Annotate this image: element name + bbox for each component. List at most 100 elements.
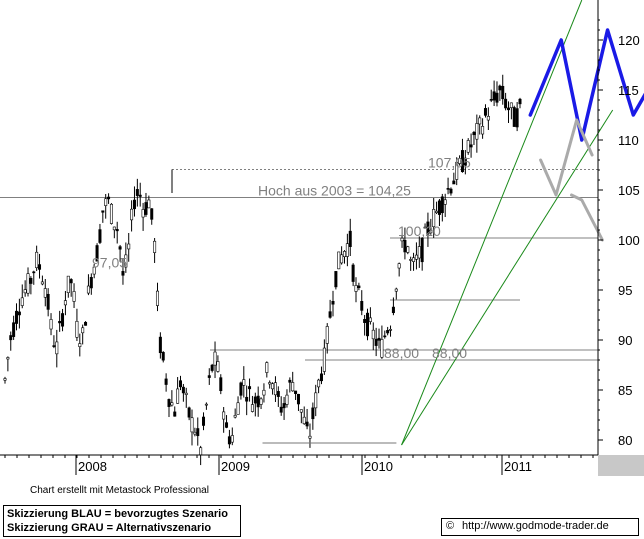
candle-body [161, 352, 165, 361]
candle-body [498, 85, 502, 91]
candle-body [340, 254, 344, 264]
candle-body [397, 263, 401, 269]
candle-body [202, 416, 206, 426]
legend-box: Skizzierung BLAU = bevorzugtes Szenario … [3, 505, 241, 537]
candle-body [518, 98, 522, 105]
candle-body [417, 246, 421, 259]
candle-body [374, 338, 378, 346]
scenario-sketches [528, 28, 644, 242]
candle-body [187, 407, 191, 418]
candle-body [443, 199, 447, 205]
candle-body [354, 285, 358, 292]
candle-body [383, 335, 387, 338]
candle-body [446, 188, 450, 190]
x-tick-label: 2008 [78, 459, 107, 474]
candle-body [86, 285, 90, 294]
candle-body [368, 317, 372, 322]
candle-body [81, 327, 85, 334]
candle-body [357, 285, 361, 289]
axis-corner [598, 455, 644, 476]
candle-body [104, 198, 108, 206]
candle-body [377, 337, 381, 341]
candle-body [259, 398, 263, 405]
candle-body [199, 447, 203, 456]
candle-body [207, 375, 211, 378]
candle-body [55, 341, 59, 355]
candle-body [204, 403, 208, 406]
candle-body [225, 422, 229, 428]
candle-body [466, 140, 470, 153]
candle-body [35, 251, 39, 269]
candle-body [475, 123, 479, 140]
candle-body [92, 266, 96, 275]
candle-body [288, 379, 292, 383]
candle-body [437, 200, 441, 215]
candle-body [12, 322, 16, 337]
candle-body [69, 279, 73, 284]
candle-body [158, 336, 162, 354]
source-url[interactable]: http://www.godmode-trader.de [462, 520, 609, 532]
candle-body [271, 383, 275, 390]
candle-body [63, 300, 67, 306]
candle-body [509, 102, 513, 108]
candle-body [230, 435, 234, 443]
candle-body [486, 116, 490, 121]
candle-body [469, 144, 473, 148]
candle-body [176, 388, 180, 404]
axes: 80 85 90 95 100 105 110 115 120 2008 2009 2010 2011 [0, 0, 644, 476]
candle-body [164, 378, 168, 385]
candle-body [170, 402, 174, 406]
candle-body [472, 131, 476, 136]
candle-body [61, 313, 65, 327]
candle-body [371, 329, 375, 340]
candle-body [426, 221, 430, 235]
candle-body [15, 310, 19, 324]
x-tick-label: 2010 [364, 459, 393, 474]
scenario-line [528, 28, 644, 142]
candle-body [406, 246, 410, 253]
annotation-label: 100,20 [398, 223, 441, 239]
candle-body [294, 390, 298, 394]
candle-body [282, 403, 286, 409]
candle-body [412, 257, 416, 262]
candle-body [253, 396, 257, 404]
candle-body [389, 329, 393, 331]
candle-body [305, 421, 309, 427]
candle-body [265, 362, 269, 373]
candle-body [279, 406, 283, 413]
candle-body [26, 273, 30, 294]
candle-body [32, 271, 36, 274]
candle-body [101, 210, 105, 213]
candle-body [463, 157, 467, 166]
candle-body [366, 312, 370, 337]
candle-body [299, 409, 303, 413]
candle-body [109, 203, 113, 224]
candle-body [147, 199, 151, 209]
candle-body [262, 389, 266, 396]
y-tick-label: 110 [618, 133, 639, 148]
source-link-box[interactable]: © http://www.godmode-trader.de [441, 518, 639, 536]
candle-body [150, 208, 154, 220]
candle-body [179, 380, 183, 388]
candle-body [236, 402, 240, 415]
y-tick-label: 95 [618, 283, 632, 298]
candle-body [296, 393, 300, 405]
candle-body [138, 194, 142, 197]
y-tick-label: 105 [618, 183, 640, 198]
candle-body [167, 399, 171, 407]
candle-body [337, 251, 341, 270]
candle-body [242, 379, 246, 386]
candle-body [322, 347, 326, 372]
candle-body [273, 382, 277, 396]
annotation-label: 107,05 [428, 155, 471, 171]
candle-body [6, 357, 10, 360]
candle-body [492, 91, 496, 101]
candle-body [276, 391, 280, 397]
candle-body [348, 230, 352, 247]
candle-body [495, 92, 499, 103]
candle-body [58, 321, 62, 324]
candle-body [155, 290, 159, 306]
trend-line [401, 0, 583, 446]
legend-blue: Skizzierung BLAU = bevorzugtes Szenario [7, 508, 228, 520]
annotation-label: Hoch aus 2003 = 104,25 [258, 183, 411, 199]
